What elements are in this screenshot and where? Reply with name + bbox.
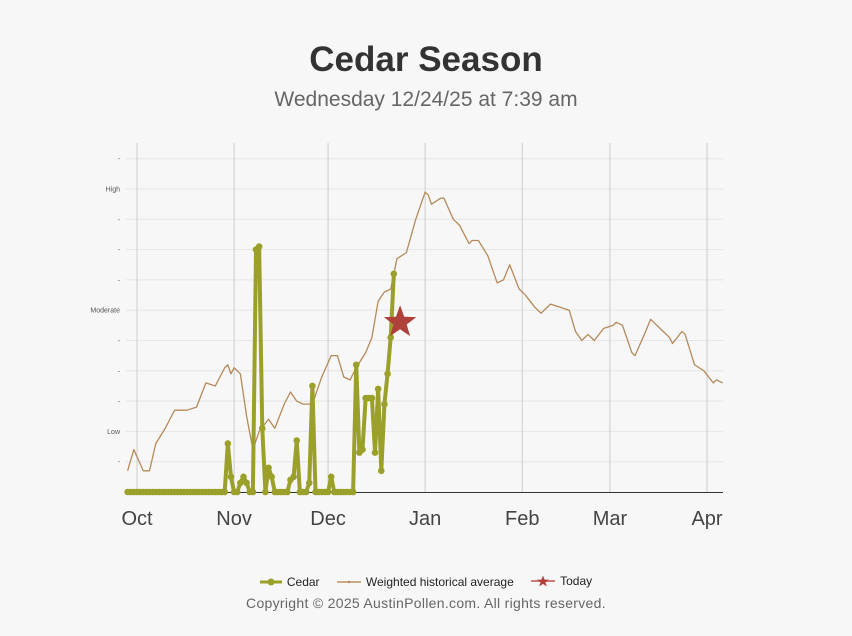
y-tick-label: High [106, 187, 121, 194]
cedar-point [390, 270, 398, 278]
y-tick-label: Low [107, 429, 121, 436]
cedar-point [302, 488, 310, 496]
cedar-point [387, 334, 394, 341]
historical-line-marker-icon [336, 580, 361, 584]
cedar-line [127, 244, 396, 494]
cedar-point [327, 473, 335, 481]
cedar-point [309, 382, 316, 390]
cedar-point [237, 479, 244, 487]
x-tick-label: Dec [310, 508, 346, 530]
cedar-point [368, 394, 376, 402]
x-tick-label: Mar [593, 508, 628, 530]
x-tick-label: Jan [409, 508, 441, 530]
cedar-point [221, 488, 228, 496]
cedar-point [305, 479, 313, 487]
y-tick-label: - [118, 277, 121, 284]
y-tick-label: - [118, 217, 121, 224]
y-tick-label: - [118, 338, 121, 345]
x-tick-label: Oct [121, 508, 153, 530]
series-layer [124, 191, 723, 496]
y-tick-label: - [118, 368, 121, 375]
legend: Cedar Weighted historical average Today [0, 574, 852, 590]
legend-label: Cedar [286, 575, 320, 589]
legend-label: Weighted historical average [365, 575, 514, 589]
legend-item-historical-average[interactable]: Weighted historical average [336, 575, 514, 589]
cedar-point [255, 243, 263, 250]
cedar-point [243, 479, 250, 487]
cedar-point [268, 473, 275, 481]
chart-subtitle: Wednesday 12/24/25 at 7:39 am [274, 88, 578, 111]
legend-label: Today [560, 574, 593, 588]
cedar-point [284, 488, 291, 496]
historical-average-line [126, 191, 723, 472]
x-axis-ticks: Oct Nov Dec Jan Feb Mar Apr [121, 508, 722, 530]
y-tick-label: - [118, 156, 121, 163]
cedar-line-marker-icon [259, 578, 282, 586]
today-star-marker [383, 305, 417, 337]
cedar-point [349, 488, 357, 496]
cedar-point [293, 437, 301, 444]
y-tick-label: - [118, 459, 121, 466]
cedar-point [377, 467, 385, 475]
x-tick-label: Feb [505, 508, 539, 530]
cedar-point [381, 400, 388, 408]
legend-item-today[interactable]: Today [531, 574, 592, 588]
cedar-point [227, 473, 235, 481]
x-tick-label: Apr [691, 508, 722, 530]
cedar-point [374, 385, 382, 393]
y-tick-label: - [118, 247, 121, 254]
cedar-point [258, 425, 266, 432]
cedar-point [352, 361, 360, 369]
cedar-point [249, 488, 257, 496]
y-tick-label: Moderate [90, 308, 120, 315]
star-marker-icon [531, 575, 556, 587]
cedar-point [265, 464, 272, 472]
cedar-point [384, 370, 391, 378]
cedar-point [233, 488, 241, 496]
y-axis-ticks: - Low - - - Moderate - - - High - [90, 156, 121, 466]
cedar-point [290, 473, 297, 481]
cedar-point [240, 473, 247, 481]
chart-plot: - Low - - - Moderate - - - High - Oct Nov Dec Jan Feb M… [90, 143, 723, 530]
cedar-point [262, 488, 269, 496]
cedar-point [371, 449, 379, 456]
cedar-point [324, 488, 332, 496]
cedar-point [359, 446, 366, 453]
copyright-notice: Copyright © 2025 AustinPollen.com. All r… [246, 595, 606, 611]
chart-title: Cedar Season [309, 40, 543, 79]
cedar-point [224, 440, 232, 447]
y-tick-label: - [118, 399, 121, 406]
legend-item-cedar[interactable]: Cedar [259, 575, 320, 589]
x-tick-label: Nov [216, 508, 252, 530]
